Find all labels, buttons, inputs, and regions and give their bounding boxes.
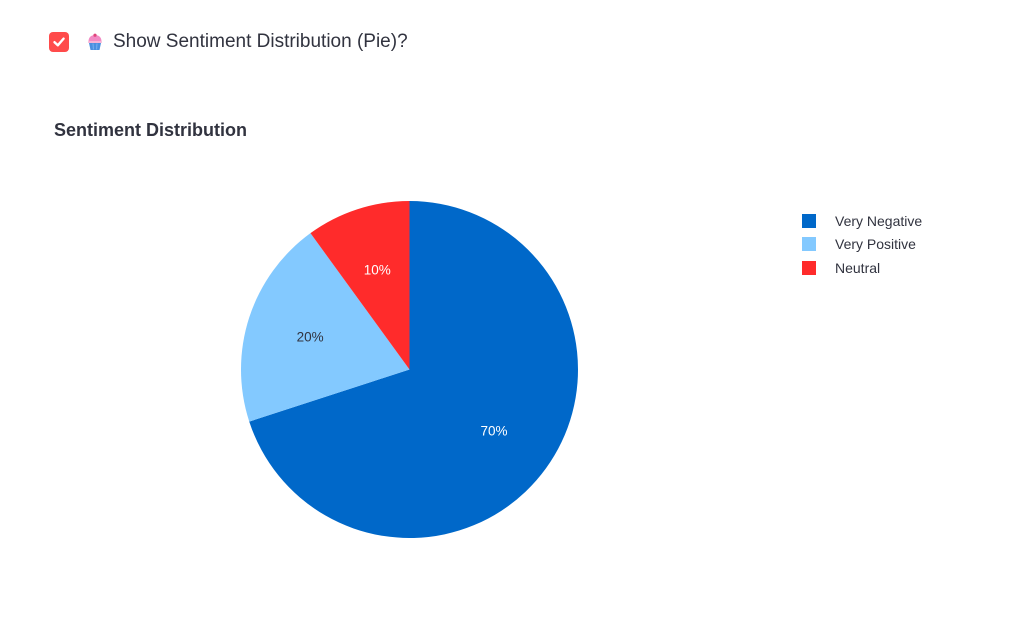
pie-slice-label: 10% <box>364 263 391 278</box>
pie-slice-label: 70% <box>481 423 508 438</box>
legend-label: Neutral <box>835 259 881 276</box>
legend-label: Very Negative <box>835 212 923 229</box>
legend-item[interactable]: Very Negative <box>802 209 922 233</box>
checkbox[interactable] <box>49 32 69 52</box>
pie-slice-label: 20% <box>297 330 324 345</box>
legend-item[interactable]: Neutral <box>802 256 922 280</box>
chart-title: Sentiment Distribution <box>54 120 247 140</box>
chart-legend: Very Negative Very Positive Neutral <box>802 209 922 280</box>
legend-item[interactable]: Very Positive <box>802 233 922 257</box>
cupcake-icon <box>88 33 102 50</box>
legend-swatch <box>802 213 816 228</box>
legend-swatch <box>802 237 816 252</box>
legend-swatch <box>802 260 816 275</box>
pie-slice-very-positive[interactable] <box>240 233 410 422</box>
sentiment-pie-checkbox-row[interactable]: Show Sentiment Distribution (Pie)? <box>49 29 408 55</box>
checkmark-icon <box>53 37 65 47</box>
checkbox-label[interactable]: Show Sentiment Distribution (Pie)? <box>113 31 408 52</box>
legend-label: Very Positive <box>835 236 916 253</box>
pie-slice-neutral[interactable] <box>310 201 410 370</box>
pie-slice-very-negative[interactable] <box>249 201 578 538</box>
